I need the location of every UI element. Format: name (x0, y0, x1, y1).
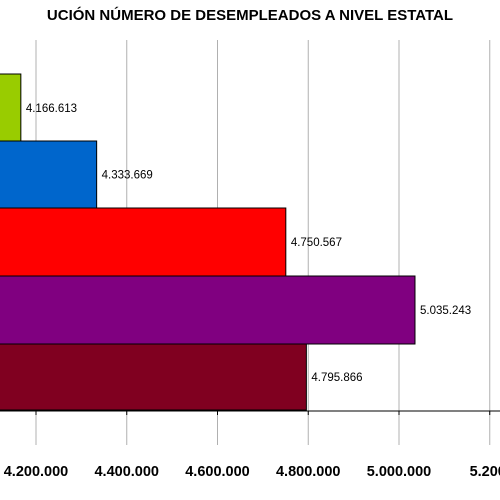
x-tick-label: 5.200. (470, 464, 500, 480)
x-tick-label: 4.200.000 (4, 464, 69, 480)
data-label: 5.035.243 (420, 305, 471, 317)
data-labels: 4.166.613 4.333.669 4.750.567 5.035.243 4.79… (26, 103, 471, 384)
x-axis (0, 410, 500, 415)
x-tick-label: 4.600.000 (185, 464, 250, 480)
bar (0, 343, 307, 411)
data-label: 4.795.866 (311, 372, 362, 384)
data-label: 4.750.567 (291, 237, 342, 249)
x-tick-label: 5.000.000 (367, 464, 432, 480)
bars (0, 73, 416, 411)
x-axis-tick-labels: 4.200.000 4.400.000 4.600.000 4.800.000 5.00… (4, 464, 500, 480)
bar (0, 207, 287, 277)
bar (0, 275, 416, 345)
x-tick-label: 4.800.000 (276, 464, 341, 480)
data-label: 4.166.613 (26, 103, 77, 115)
bar (0, 140, 98, 209)
chart-title: UCIÓN NÚMERO DE DESEMPLEADOS A NIVEL EST… (46, 7, 454, 24)
bar (0, 73, 22, 143)
x-tick-label: 4.400.000 (94, 464, 159, 480)
data-label: 4.333.669 (102, 170, 153, 182)
